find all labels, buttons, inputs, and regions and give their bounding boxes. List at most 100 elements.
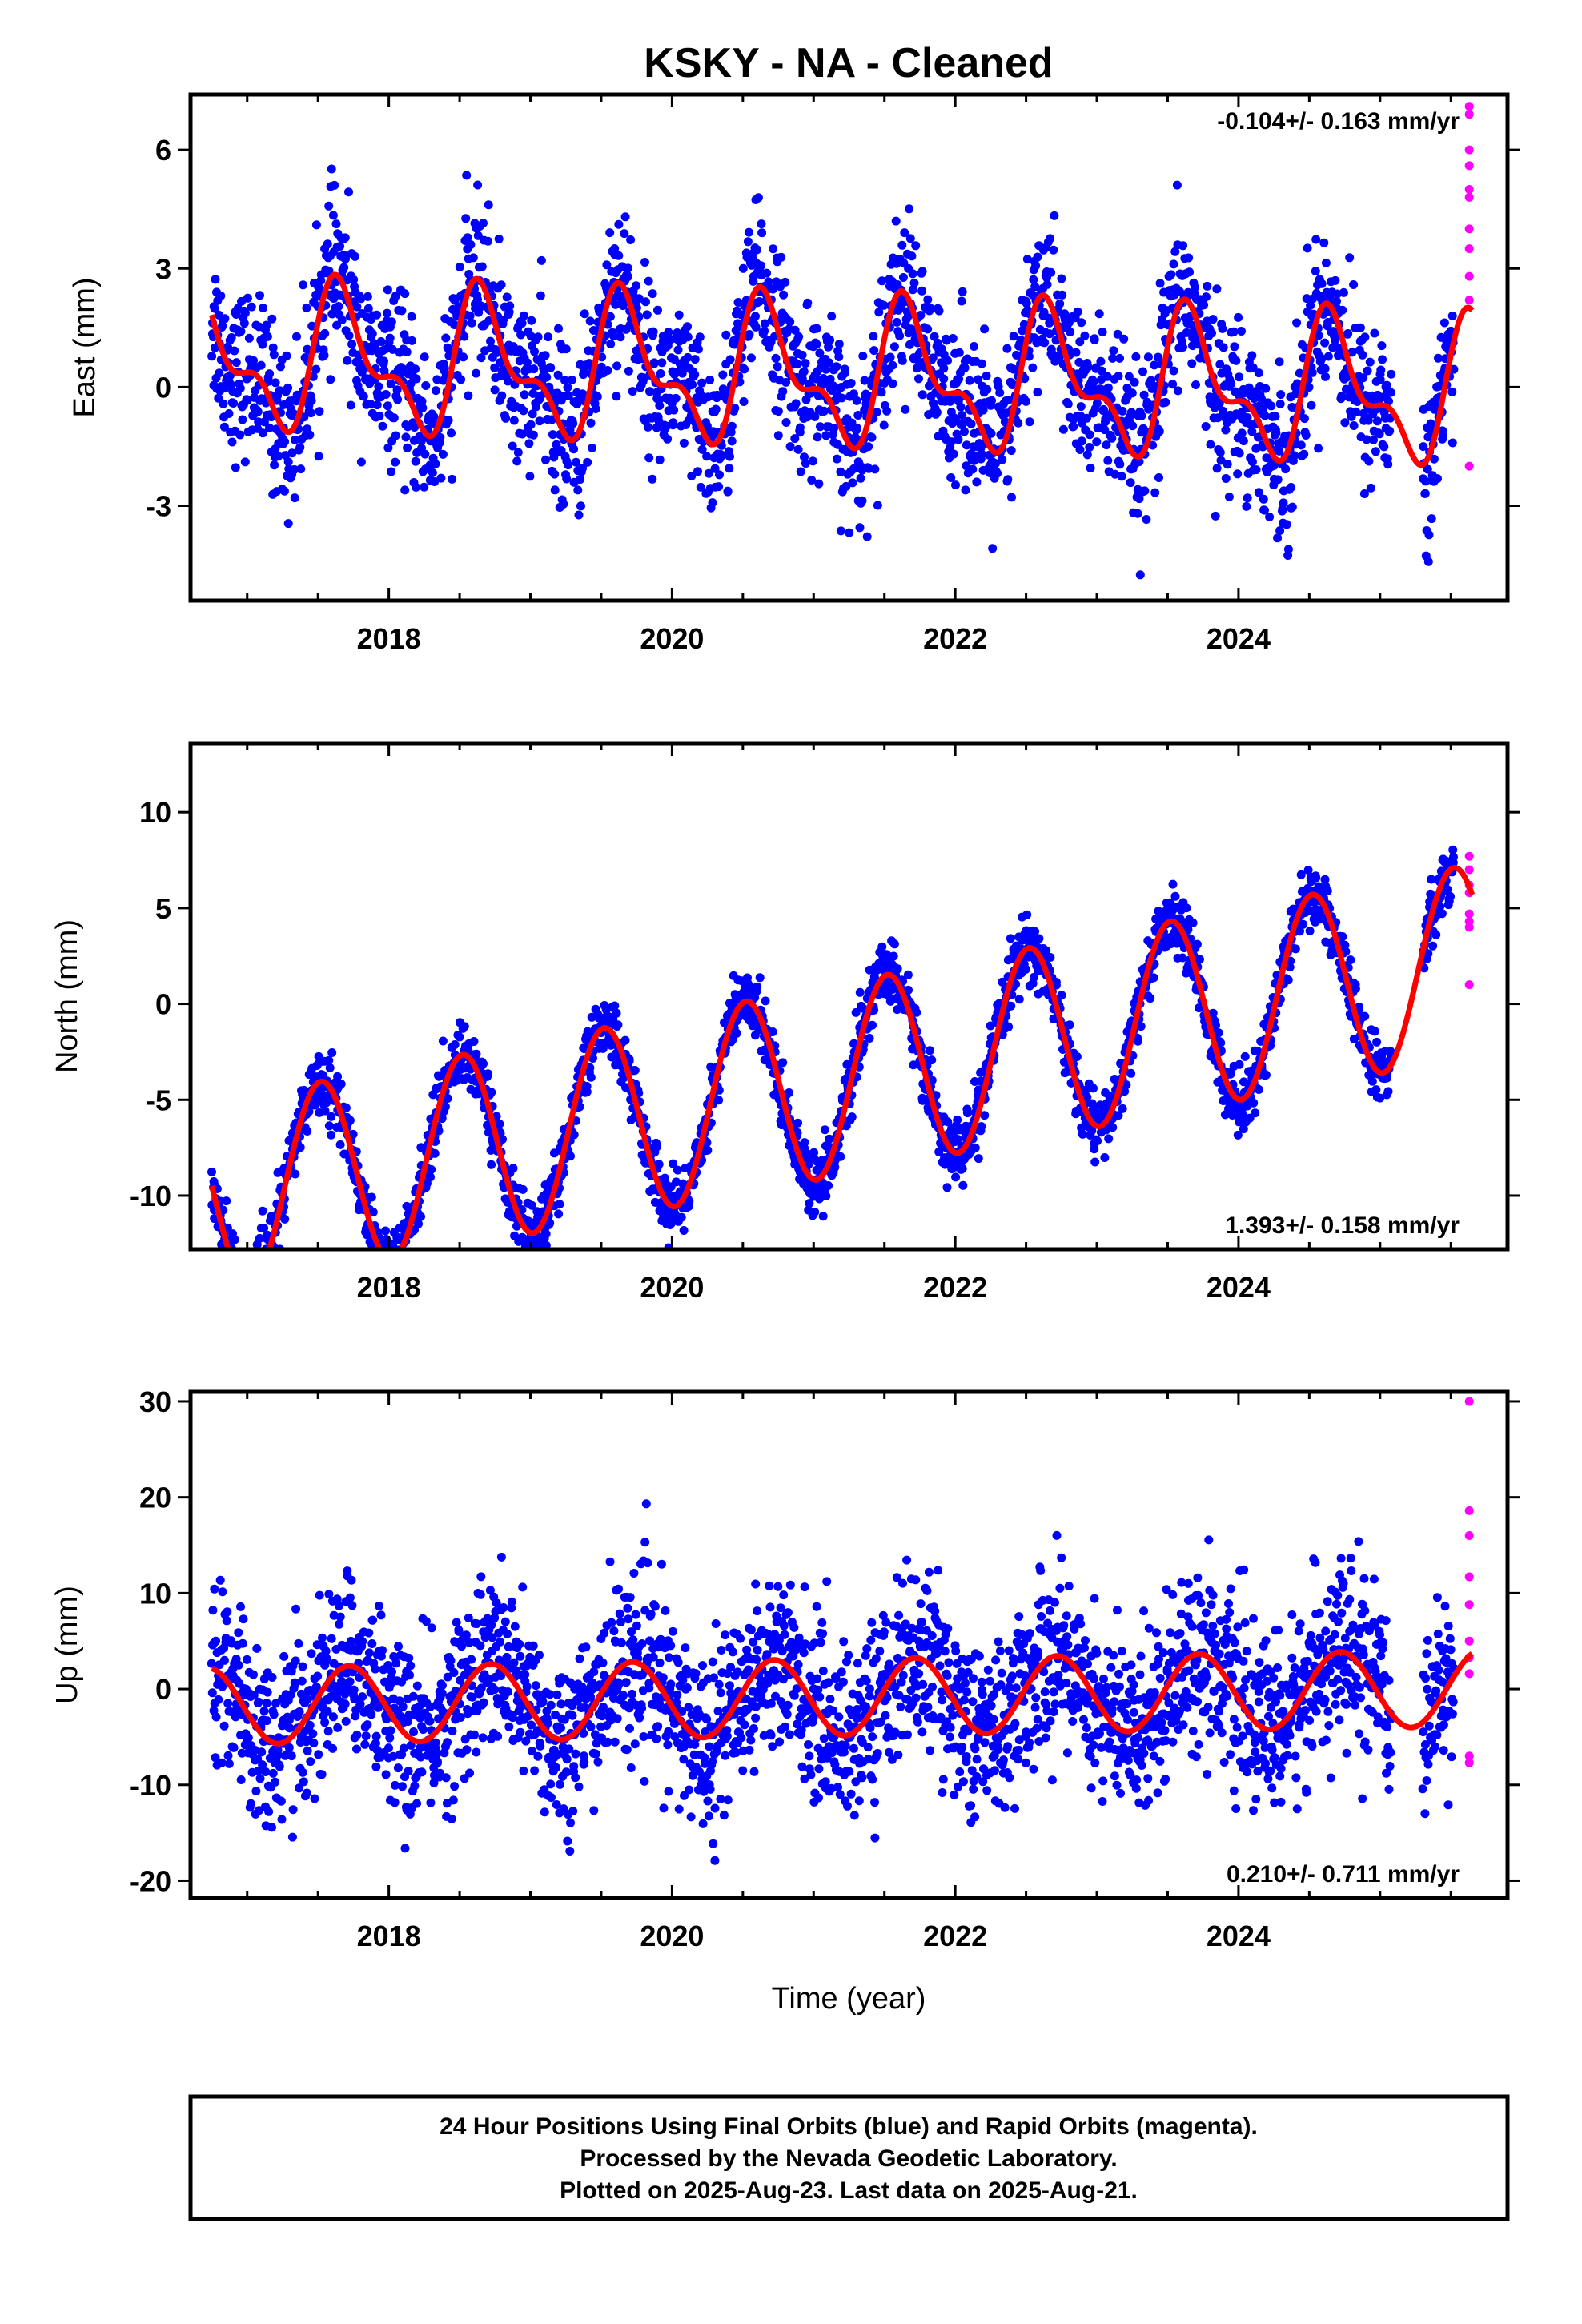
final-orbit-point	[852, 396, 861, 405]
final-orbit-point	[778, 1058, 788, 1068]
final-orbit-point	[1173, 386, 1182, 396]
final-orbit-point	[234, 1262, 243, 1271]
final-orbit-point	[794, 332, 804, 341]
final-orbit-point	[314, 452, 323, 461]
final-orbit-point	[270, 460, 279, 470]
final-orbit-point	[706, 1062, 716, 1072]
final-orbit-point	[888, 360, 897, 370]
final-orbit-point	[870, 464, 880, 474]
final-orbit-point	[249, 1268, 258, 1277]
final-orbit-point	[498, 1135, 507, 1144]
final-orbit-point	[893, 1005, 902, 1015]
final-orbit-point	[420, 449, 430, 459]
final-orbit-point	[853, 411, 863, 420]
final-orbit-point	[240, 1265, 249, 1273]
final-orbit-point	[283, 519, 293, 529]
final-orbit-point	[1216, 1038, 1226, 1047]
final-orbit-point	[869, 332, 878, 341]
rapid-orbit-point	[1464, 110, 1474, 119]
final-orbit-point	[460, 1022, 469, 1031]
final-orbit-point	[1087, 1126, 1097, 1136]
final-orbit-point	[541, 455, 550, 464]
final-orbit-point	[821, 431, 831, 440]
final-orbit-point	[1098, 328, 1107, 336]
final-orbit-point	[1282, 520, 1291, 529]
final-orbit-point	[237, 1291, 246, 1300]
final-orbit-point	[588, 1054, 597, 1063]
final-orbit-point	[1046, 953, 1055, 962]
final-orbit-point	[1021, 964, 1030, 974]
final-orbit-point	[1273, 533, 1283, 543]
final-orbit-point	[320, 328, 330, 338]
final-orbit-point	[347, 340, 357, 349]
final-orbit-point	[464, 391, 473, 400]
final-orbit-point	[359, 392, 368, 401]
rapid-orbit-points	[1464, 102, 1474, 471]
final-orbit-point	[727, 436, 737, 446]
final-orbit-point	[402, 1258, 411, 1267]
final-orbit-point	[412, 374, 421, 384]
final-orbit-point	[814, 479, 824, 489]
final-orbit-point	[1385, 426, 1395, 436]
final-orbit-point	[1143, 352, 1153, 362]
final-orbit-point	[1126, 408, 1136, 417]
final-orbit-point	[283, 383, 293, 392]
rapid-orbit-point	[1464, 271, 1474, 281]
final-orbit-point	[434, 1126, 444, 1136]
final-orbit-point	[583, 457, 592, 467]
final-orbit-point	[825, 374, 835, 384]
final-orbit-point	[1311, 235, 1321, 244]
final-orbit-point	[542, 372, 552, 382]
final-orbit-point	[755, 973, 765, 983]
final-orbit-point	[1128, 421, 1138, 431]
final-orbit-point	[545, 1218, 555, 1228]
final-orbit-point	[649, 358, 659, 368]
final-orbit-point	[903, 312, 913, 321]
final-orbit-point	[450, 1040, 460, 1049]
final-orbit-point	[1030, 927, 1040, 936]
final-orbit-point	[877, 388, 886, 397]
final-orbit-point	[251, 1295, 260, 1304]
final-orbit-point	[683, 352, 693, 362]
final-orbit-point	[427, 1164, 436, 1174]
final-orbit-point	[484, 1069, 492, 1079]
final-orbit-point	[820, 1125, 829, 1135]
final-orbit-point	[730, 404, 740, 412]
final-orbit-point	[502, 292, 512, 302]
final-orbit-point	[468, 253, 478, 263]
final-orbit-point	[383, 401, 392, 411]
final-orbit-point	[591, 404, 600, 413]
final-orbit-point	[211, 275, 220, 284]
final-orbit-point	[785, 317, 795, 327]
final-orbit-point	[518, 429, 528, 439]
final-orbit-point	[927, 1055, 937, 1065]
final-orbit-point	[430, 1148, 440, 1158]
final-orbit-point	[512, 456, 522, 466]
final-orbit-point	[1364, 456, 1374, 466]
final-orbit-point	[385, 333, 395, 343]
final-orbit-point	[909, 278, 919, 287]
final-orbit-point	[1242, 501, 1251, 511]
final-orbit-point	[448, 474, 457, 484]
final-orbit-point	[901, 404, 910, 414]
final-orbit-point	[954, 348, 964, 357]
final-orbit-point	[1188, 918, 1198, 927]
final-orbit-point	[389, 413, 399, 423]
final-orbit-point	[1387, 369, 1396, 379]
x-tick-label: 2022	[923, 622, 987, 655]
final-orbit-point	[1351, 407, 1361, 416]
final-orbit-point	[302, 303, 311, 312]
final-orbit-point	[235, 384, 245, 393]
final-orbit-point	[279, 486, 289, 496]
final-orbit-point	[516, 330, 526, 340]
final-orbit-point	[550, 469, 560, 479]
final-orbit-point	[268, 343, 278, 352]
final-orbit-point	[704, 468, 713, 478]
final-orbit-point	[1092, 437, 1102, 447]
final-orbit-point	[1226, 1069, 1235, 1079]
final-orbit-point	[602, 260, 612, 270]
final-orbit-point	[327, 1130, 336, 1140]
final-orbit-point	[974, 1154, 983, 1164]
final-orbit-point	[917, 267, 927, 276]
final-orbit-point	[401, 432, 411, 442]
